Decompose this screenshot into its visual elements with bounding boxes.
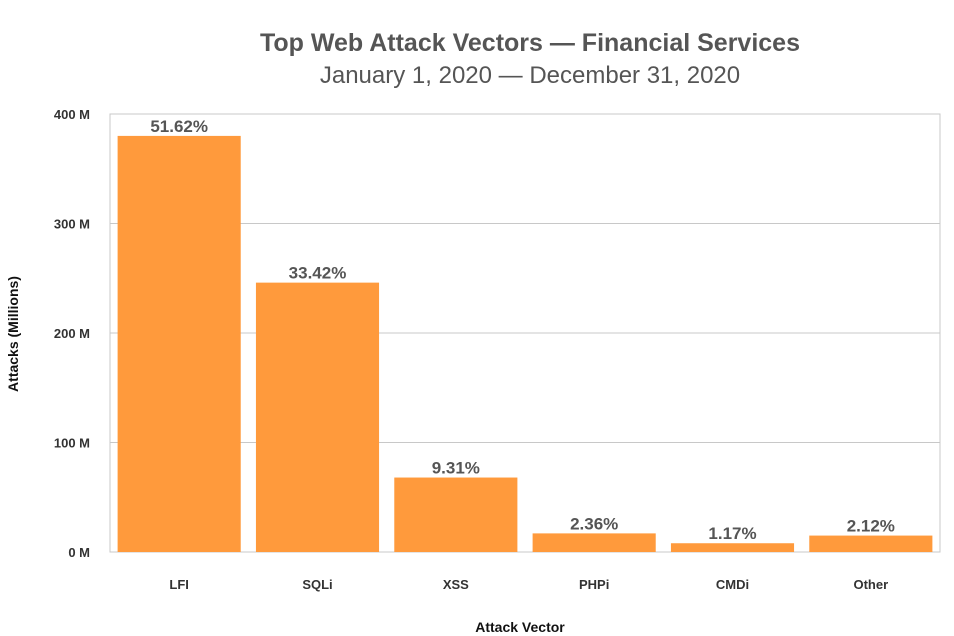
y-tick-label: 0 M bbox=[68, 545, 90, 560]
data-label: 2.12% bbox=[847, 517, 895, 536]
y-tick-label: 300 M bbox=[54, 217, 90, 232]
x-tick-label: CMDi bbox=[716, 577, 749, 592]
data-label: 1.17% bbox=[708, 524, 756, 543]
y-axis-title: Attacks (Millions) bbox=[5, 276, 21, 392]
y-tick-label: 400 M bbox=[54, 107, 90, 122]
x-tick-label: PHPi bbox=[579, 577, 609, 592]
data-label: 33.42% bbox=[289, 264, 347, 283]
chart-title: Top Web Attack Vectors — Financial Servi… bbox=[260, 29, 800, 57]
bar-sqli bbox=[255, 282, 380, 552]
data-labels: 51.62% 33.42% 9.31% 2.36% 1.17% 2.12% bbox=[150, 117, 895, 543]
chart-subtitle: January 1, 2020 — December 31, 2020 bbox=[320, 62, 740, 89]
x-tick-label: LFI bbox=[169, 577, 189, 592]
gridlines bbox=[109, 113, 941, 553]
bar-lfi bbox=[117, 135, 241, 552]
plot-frame bbox=[109, 113, 941, 553]
x-tick-label: XSS bbox=[443, 577, 469, 592]
x-tick-label: SQLi bbox=[302, 577, 332, 592]
bar-phpi bbox=[532, 533, 656, 552]
data-label: 2.36% bbox=[570, 514, 618, 533]
bars bbox=[117, 135, 933, 552]
bar-other bbox=[809, 535, 933, 552]
data-label: 9.31% bbox=[432, 459, 480, 478]
bar-xss bbox=[394, 477, 518, 552]
y-axis-ticks: 0 M 100 M 200 M 300 M 400 M bbox=[54, 107, 90, 560]
x-tick-label: Other bbox=[853, 577, 888, 592]
data-label: 51.62% bbox=[150, 117, 208, 136]
y-tick-label: 100 M bbox=[54, 436, 90, 451]
y-tick-label: 200 M bbox=[54, 326, 90, 341]
x-axis-ticks: LFI SQLi XSS PHPi CMDi Other bbox=[169, 577, 888, 592]
x-axis-title: Attack Vector bbox=[475, 619, 565, 635]
bar-cmdi bbox=[670, 543, 795, 552]
